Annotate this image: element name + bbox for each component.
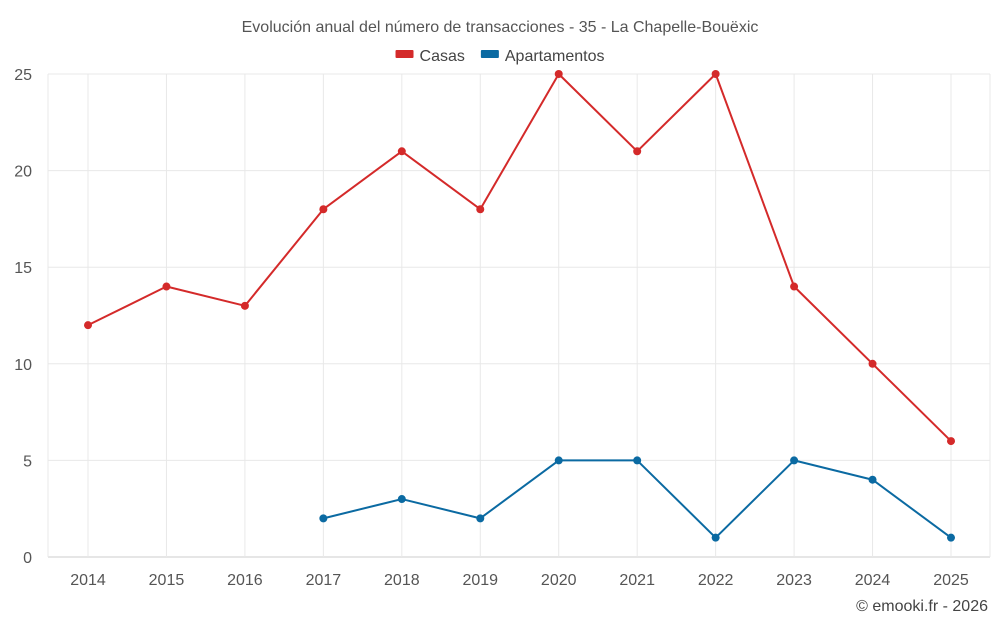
legend-swatch — [480, 50, 499, 58]
data-point[interactable] — [84, 321, 92, 330]
series-line — [87, 73, 952, 442]
data-point[interactable] — [711, 533, 720, 542]
data-point[interactable] — [947, 437, 955, 446]
legend-swatch — [395, 50, 414, 58]
data-point[interactable] — [711, 70, 720, 78]
data-point[interactable] — [476, 205, 485, 214]
x-tick-label: 2015 — [149, 572, 185, 589]
y-axis-ticks: 0 5 10 15 20 25 — [14, 67, 32, 567]
data-point[interactable] — [319, 514, 328, 523]
series-group — [84, 70, 955, 542]
x-tick-label: 2014 — [70, 572, 106, 589]
grid — [47, 73, 991, 558]
data-point[interactable] — [633, 147, 642, 156]
legend-label: Apartamentos — [505, 48, 605, 65]
data-point[interactable] — [790, 456, 799, 465]
data-point[interactable] — [240, 301, 249, 310]
x-tick-label: 2017 — [306, 572, 342, 589]
legend-item-casas[interactable]: Casas — [395, 48, 465, 65]
legend: Casas Apartamentos — [395, 48, 605, 65]
series-casas — [84, 70, 955, 446]
y-tick-label: 0 — [23, 550, 32, 567]
legend-label: Casas — [420, 48, 465, 65]
x-axis-ticks: 2014 2015 2016 2017 2018 2019 2020 2021 2022 2023… — [70, 572, 969, 589]
credit-text: © emooki.fr - 2026 — [856, 598, 988, 615]
x-tick-label: 2025 — [933, 572, 969, 589]
x-tick-label: 2018 — [384, 572, 420, 589]
x-tick-label: 2020 — [541, 572, 577, 589]
data-point[interactable] — [868, 475, 877, 484]
y-tick-label: 20 — [14, 164, 32, 181]
data-point[interactable] — [162, 282, 171, 291]
y-tick-label: 10 — [14, 357, 32, 374]
data-point[interactable] — [319, 205, 328, 214]
data-point[interactable] — [554, 456, 563, 465]
data-point[interactable] — [397, 147, 406, 156]
y-tick-label: 5 — [23, 453, 32, 470]
data-point[interactable] — [476, 514, 485, 523]
data-point[interactable] — [868, 359, 877, 368]
x-tick-label: 2024 — [855, 572, 891, 589]
x-tick-label: 2019 — [462, 572, 498, 589]
data-point[interactable] — [947, 533, 955, 542]
data-point[interactable] — [790, 282, 799, 291]
legend-item-apartamentos[interactable]: Apartamentos — [480, 48, 605, 65]
x-tick-label: 2016 — [227, 572, 263, 589]
y-tick-label: 25 — [14, 67, 32, 84]
series-apartamentos — [319, 456, 955, 542]
data-point[interactable] — [397, 495, 406, 504]
x-tick-label: 2021 — [619, 572, 655, 589]
data-point[interactable] — [633, 456, 642, 465]
data-point[interactable] — [554, 70, 563, 78]
x-tick-label: 2022 — [698, 572, 734, 589]
chart-title: Evolución anual del número de transaccio… — [242, 19, 759, 36]
x-tick-label: 2023 — [776, 572, 812, 589]
y-tick-label: 15 — [14, 260, 32, 277]
